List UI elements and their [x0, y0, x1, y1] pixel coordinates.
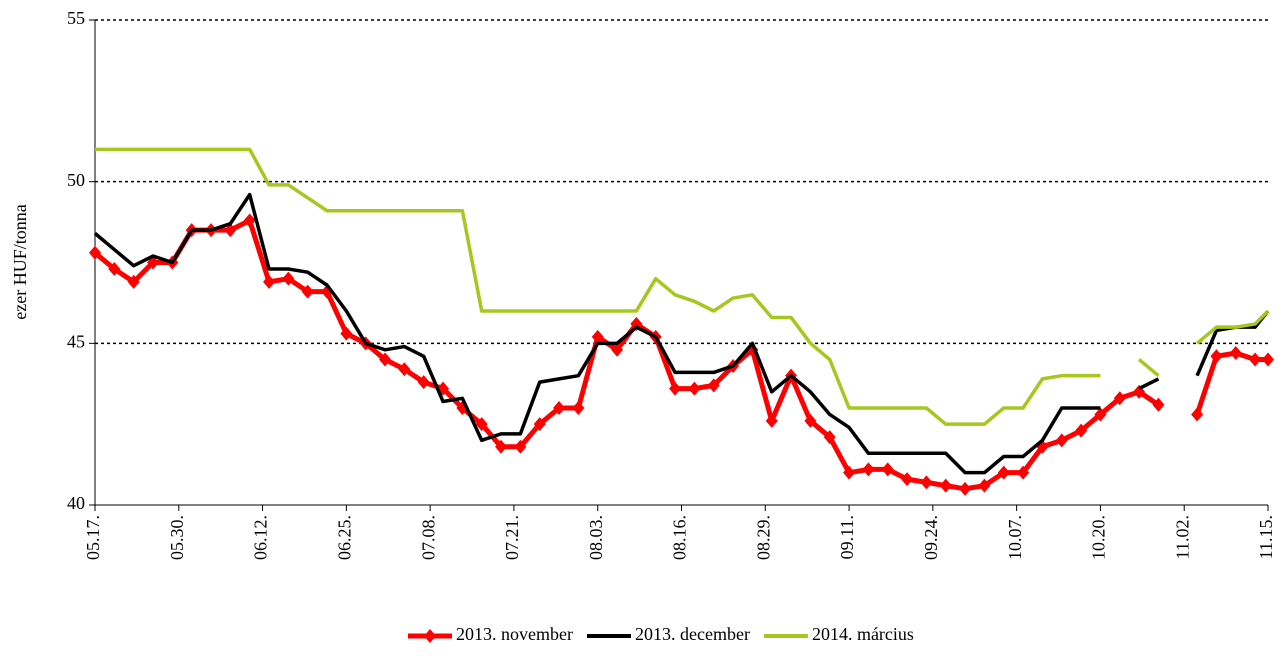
point-marker — [1152, 397, 1165, 412]
series-line — [93, 192, 1270, 475]
legend-marker — [424, 629, 436, 643]
legend-label: 2013. december — [635, 624, 750, 644]
point-marker — [1055, 433, 1068, 448]
x-tick-label: 08.29. — [753, 515, 773, 560]
point-marker — [959, 481, 972, 496]
series-line — [95, 147, 1270, 426]
x-tick-label: 06.12. — [251, 515, 271, 560]
point-marker — [553, 401, 566, 415]
point-marker — [978, 478, 991, 493]
point-marker — [243, 213, 256, 228]
point-marker — [108, 261, 121, 276]
y-tick-label: 45 — [67, 331, 85, 351]
point-marker — [475, 417, 488, 432]
point-marker — [533, 417, 546, 432]
point-marker — [804, 413, 817, 428]
point-marker — [1017, 465, 1030, 480]
x-tick-label: 09.11. — [837, 515, 857, 559]
x-tick-label: 07.21. — [502, 515, 522, 560]
point-marker — [495, 439, 508, 454]
point-marker — [89, 245, 101, 260]
point-marker — [398, 362, 411, 377]
point-marker — [920, 475, 933, 490]
point-marker — [301, 284, 314, 299]
x-tick-label: 06.25. — [334, 515, 354, 560]
point-marker — [1113, 391, 1126, 406]
legend: 2013. november 2013. december 2014. márciu… — [408, 624, 914, 644]
x-tick-label: 08.03. — [586, 515, 606, 560]
point-marker — [611, 342, 624, 357]
point-marker — [417, 375, 430, 390]
point-marker — [862, 462, 875, 477]
x-tick-label: 10.07. — [1005, 515, 1025, 560]
point-marker — [823, 430, 836, 445]
x-tick-label: 08.16. — [670, 515, 690, 560]
point-marker — [282, 271, 295, 286]
x-tick-label: 07.08. — [418, 515, 438, 560]
point-marker — [765, 413, 778, 428]
point-marker — [1262, 352, 1274, 367]
legend-label: 2014. március — [812, 624, 914, 644]
x-tick-label: 11.02. — [1172, 515, 1192, 559]
y-tick-label: 55 — [67, 8, 85, 28]
y-tick-label: 50 — [67, 170, 85, 190]
point-marker — [707, 378, 720, 393]
point-marker — [379, 352, 392, 367]
point-marker — [939, 478, 952, 493]
point-marker — [688, 381, 701, 396]
y-tick-label: 40 — [67, 493, 85, 513]
point-marker — [1249, 352, 1262, 367]
point-marker — [901, 472, 914, 487]
point-marker — [1229, 346, 1242, 361]
point-marker — [224, 223, 237, 238]
point-marker — [1094, 407, 1107, 422]
series-line — [93, 217, 1268, 492]
point-marker — [881, 462, 894, 477]
point-marker — [263, 274, 276, 289]
x-tick-label: 05.17. — [83, 515, 103, 560]
point-marker — [1210, 349, 1223, 364]
point-marker — [1191, 407, 1204, 422]
point-marker — [997, 465, 1010, 480]
point-marker — [669, 381, 682, 396]
point-marker — [591, 329, 604, 344]
point-marker — [514, 439, 527, 454]
y-axis-label: ezer HUF/tonna — [10, 204, 30, 319]
x-tick-label: 09.24. — [921, 515, 941, 560]
x-tick-label: 11.15. — [1256, 515, 1276, 559]
point-marker — [1075, 423, 1088, 438]
point-marker — [572, 401, 585, 415]
x-tick-label: 05.30. — [167, 515, 187, 560]
x-tick-label: 10.20. — [1089, 515, 1109, 560]
legend-label: 2013. november — [456, 624, 573, 644]
point-marker — [843, 465, 856, 480]
point-marker — [127, 274, 140, 289]
point-marker — [340, 326, 353, 341]
